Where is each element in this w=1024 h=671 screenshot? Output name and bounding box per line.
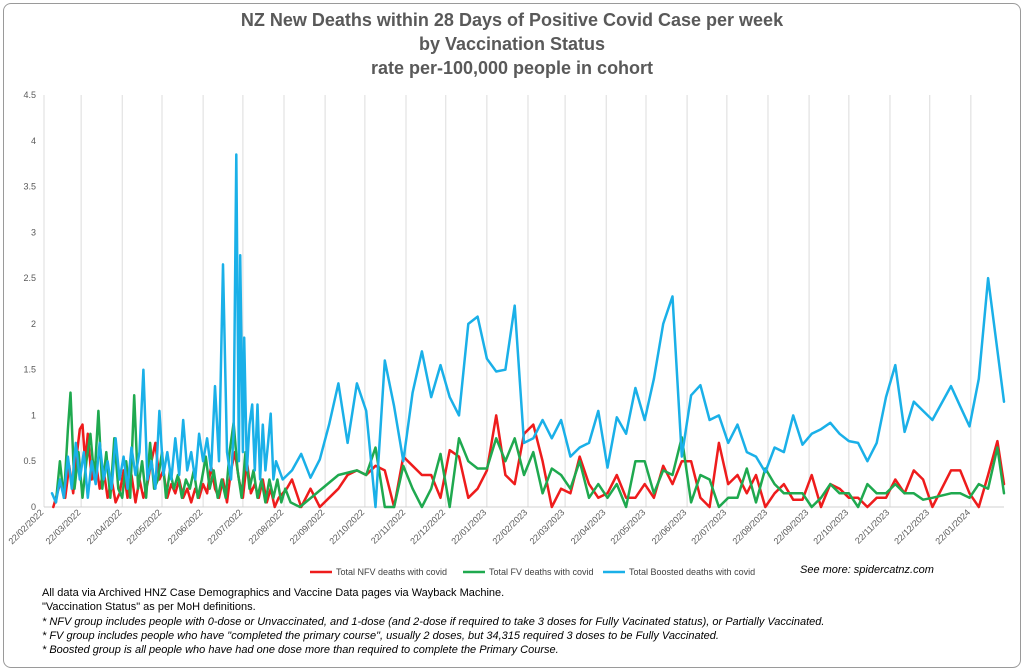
x-tick-label: 22/05/2023: [608, 507, 647, 546]
footer-note-boosted: * Boosted group is all people who have h…: [42, 644, 559, 657]
x-tick-label: 22/09/2022: [288, 507, 327, 546]
footer-note-nfv: * NFV group includes people with 0-dose …: [42, 615, 825, 628]
x-tick-label: 22/07/2022: [205, 507, 244, 546]
series-lines: [50, 153, 1006, 509]
x-tick-label: 22/12/2022: [408, 507, 447, 546]
x-tick-label: 22/10/2023: [811, 507, 850, 546]
x-tick-label: 22/05/2022: [125, 507, 164, 546]
legend-label-boosted: Total Boosted deaths with covid: [629, 567, 755, 577]
legend: Total NFV deaths with covid Total FV deat…: [310, 567, 755, 577]
x-tick-label: 22/07/2023: [689, 507, 728, 546]
x-tick-label: 22/04/2022: [85, 507, 124, 546]
x-tick-label: 22/01/2023: [449, 507, 488, 546]
y-tick-label: 2: [31, 319, 36, 329]
chart-title-line-1: NZ New Deaths within 28 Days of Positive…: [240, 10, 784, 30]
x-tick-label: 22/08/2023: [730, 507, 769, 546]
chart-title-line-3: rate per-100,000 people in cohort: [370, 58, 654, 78]
x-tick-label: 22/09/2023: [772, 507, 811, 546]
x-tick-label: 22/08/2022: [246, 507, 285, 546]
y-tick-label: 4: [31, 136, 36, 146]
x-tick-label: 22/10/2022: [327, 507, 366, 546]
y-tick-label: 3.5: [23, 182, 36, 192]
credit-text: See more: spidercatnz.com: [800, 564, 934, 576]
y-tick-label: 3: [31, 227, 36, 237]
chart-title: NZ New Deaths within 28 Days of Positive…: [0, 8, 1024, 80]
y-tick-label: 1.5: [23, 365, 36, 375]
chart-title-line-2: by Vaccination Status: [418, 34, 606, 54]
gridlines: [43, 95, 1004, 508]
x-tick-label: 22/11/2023: [853, 507, 891, 545]
x-tick-label: 22/02/2023: [490, 507, 529, 546]
y-tick-label: 1: [31, 410, 36, 420]
series-line-fv: [54, 391, 1006, 509]
footer-note-fv: * FV group includes people who have "com…: [42, 629, 719, 642]
x-tick-label: 22/06/2023: [650, 507, 689, 546]
footer-definition: "Vaccination Status" as per MoH definiti…: [42, 601, 256, 614]
x-tick-label: 22/02/2022: [6, 507, 45, 546]
y-tick-label: 0: [31, 502, 36, 512]
legend-label-nfv: Total NFV deaths with covid: [336, 567, 447, 577]
x-tick-label: 22/03/2022: [44, 507, 83, 546]
x-tick-label: 22/12/2023: [892, 507, 931, 546]
series-line-boosted: [50, 153, 1006, 509]
x-tick-label: 22/03/2023: [528, 507, 567, 546]
footer-notes: All data via Archived HNZ Case Demograph…: [42, 586, 824, 657]
legend-label-fv: Total FV deaths with covid: [489, 567, 594, 577]
y-tick-label: 0.5: [23, 456, 36, 466]
y-tick-label: 2.5: [23, 273, 36, 283]
x-tick-label: 22/11/2022: [369, 507, 407, 545]
x-tick-label: 22/04/2023: [569, 507, 608, 546]
footer-source: All data via Archived HNZ Case Demograph…: [42, 587, 505, 599]
y-axis-ticks: 0 0.5 1 1.5 2 2.5 3 3.5 4 4.5: [23, 90, 36, 512]
x-tick-label: 22/06/2022: [166, 507, 205, 546]
chart-frame: [3, 3, 1021, 668]
x-tick-label: 22/01/2024: [933, 507, 972, 546]
y-tick-label: 4.5: [23, 90, 36, 100]
